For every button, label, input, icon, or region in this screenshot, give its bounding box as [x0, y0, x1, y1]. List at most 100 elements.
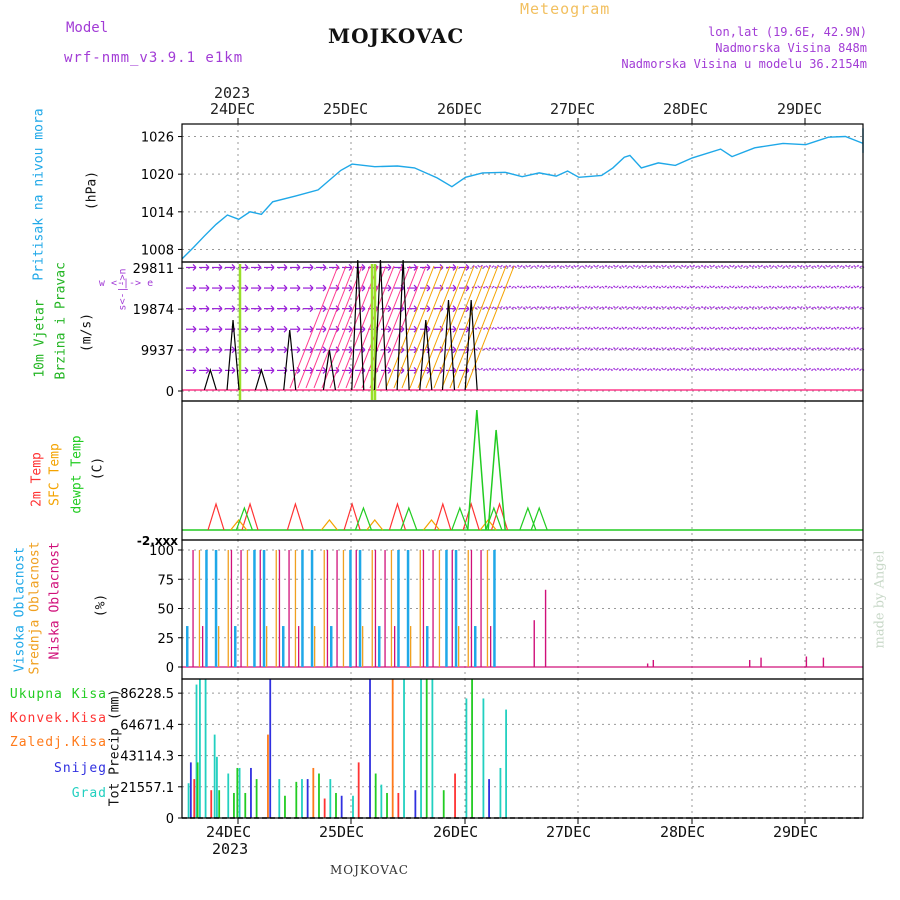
wind-arrow-head	[218, 325, 223, 333]
cloud-bar	[186, 626, 189, 667]
cloud-bar	[358, 550, 362, 667]
wind-streak	[457, 265, 507, 389]
wind-arrow-head	[296, 325, 301, 333]
gust-spike	[322, 349, 337, 391]
legend-snow: Snijeg	[54, 761, 107, 776]
wind-streak	[289, 265, 339, 389]
model-label: Model	[66, 20, 109, 36]
precip-bar	[204, 679, 207, 818]
cloud-bar	[458, 626, 460, 667]
y-tick-label: 21557.1	[120, 781, 174, 796]
temp-2m-spike	[462, 501, 480, 531]
temp-sfc-spike	[320, 519, 338, 531]
wind-arrow-head	[205, 346, 210, 354]
cloud-bar	[230, 550, 233, 667]
lonlat-label: lon,lat (19.6E, 42.9N)	[708, 25, 867, 39]
wind-arrow-head	[244, 305, 249, 313]
temp-2m-spike	[286, 501, 304, 531]
gust-spike	[419, 319, 433, 391]
cloud-bar	[451, 550, 453, 667]
cloud-bar	[445, 550, 448, 667]
wind-arrow-head	[283, 284, 288, 292]
y-tick-label: 1020	[141, 168, 174, 183]
cloud-bar	[486, 550, 489, 667]
wind-arrow-head	[218, 346, 223, 354]
wind-arrow-head	[270, 284, 275, 292]
wind-arrow-head	[426, 284, 431, 292]
wind-streak	[465, 265, 515, 389]
panel-frame	[181, 123, 864, 263]
dewpt-spike	[530, 506, 548, 531]
cloud-bar	[301, 550, 304, 667]
wind-arrow-head	[218, 264, 223, 271]
cloud-bar	[240, 550, 242, 667]
wind-arrow-head	[192, 284, 197, 292]
wind-arrow-head	[296, 305, 301, 313]
cloud-bar	[349, 550, 352, 667]
cloud-bar	[275, 550, 277, 667]
temp-sfc-spike	[366, 519, 384, 531]
wind-arrow-head	[452, 284, 457, 292]
year-bottom: 2023	[212, 840, 249, 858]
precip-bar	[199, 679, 201, 818]
gust-spike	[226, 319, 240, 391]
top-tick-1: 24DEC	[210, 100, 256, 118]
wind-arrow-head	[192, 264, 197, 271]
wind-arrow-head	[348, 264, 353, 271]
footer-station: MOJKOVAC	[330, 863, 409, 877]
cloud-bar	[355, 550, 357, 667]
wind-arrow-head	[322, 366, 327, 374]
wind-streak	[305, 265, 355, 389]
wind-streak	[385, 265, 435, 389]
wind-streak	[297, 265, 347, 389]
cloud-low-bar	[646, 663, 649, 667]
y-tick-label: 1014	[141, 206, 174, 221]
wind-arrow-head	[322, 284, 327, 292]
bottom-tick-3: 26DEC	[433, 823, 479, 841]
wind-arrow-head	[322, 264, 327, 271]
wind-streak	[345, 265, 395, 389]
cloud-bar	[282, 626, 285, 667]
wind-arrow-head	[283, 305, 288, 313]
bottom-tick-1: 24DEC	[206, 823, 252, 841]
precip-bar	[318, 773, 320, 818]
wind-arrow-head	[387, 366, 392, 374]
precip-bar	[454, 773, 456, 818]
cloud-bar	[218, 626, 220, 667]
wind-arrow-head	[426, 305, 431, 313]
wind-streak	[329, 265, 379, 389]
precip-bar	[312, 767, 315, 818]
precip-bar	[403, 679, 405, 818]
wind-streak	[449, 265, 499, 389]
precip-bar	[471, 679, 473, 818]
wind-arrow-head	[192, 346, 197, 354]
temp-sfc-spike	[423, 519, 440, 531]
cloud-bar	[192, 550, 194, 667]
wind-streak	[417, 265, 467, 389]
wind-arrow-head	[387, 346, 392, 354]
wind-arrow-head	[452, 264, 457, 271]
cloud-bar	[227, 550, 229, 667]
cloud-bar	[198, 550, 201, 667]
precip-bar	[352, 795, 354, 818]
cloud-bar	[259, 550, 261, 667]
precip-bar	[255, 779, 258, 818]
temp-2m-spike	[207, 501, 225, 531]
wind-arrow-head	[270, 264, 275, 271]
gust-spike	[203, 367, 217, 391]
bottom-tick-4: 27DEC	[546, 823, 592, 841]
dewpt-peak	[467, 409, 506, 531]
wind-arrow-head	[296, 284, 301, 292]
precip-bar	[505, 709, 507, 818]
wind-arrow-head	[296, 264, 301, 271]
precip-bar	[284, 795, 286, 818]
wind-arrow-head	[283, 264, 288, 271]
precip-bar	[267, 734, 269, 818]
wind-arrow-head	[309, 284, 314, 292]
cloud-bar	[374, 550, 377, 667]
dewpt-spike	[400, 506, 418, 531]
top-tick-4: 27DEC	[550, 100, 596, 118]
precip-bar	[442, 790, 445, 818]
wind-arrow-head	[205, 366, 210, 374]
cloud-bar	[336, 550, 338, 667]
